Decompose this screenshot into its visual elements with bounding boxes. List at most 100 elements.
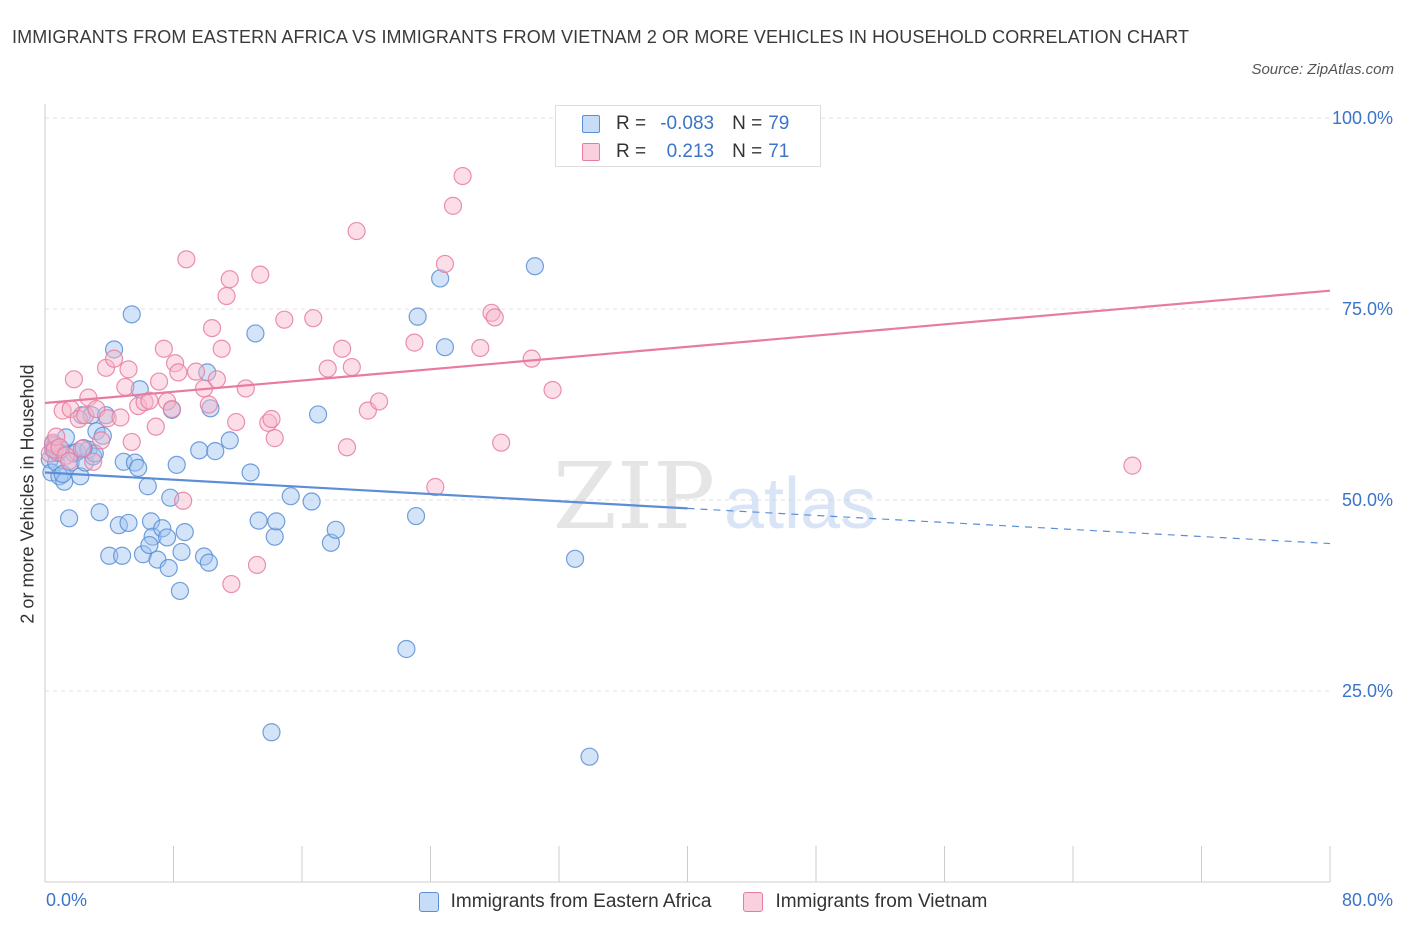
series-vietnam: [40, 166, 1142, 594]
data-point: [406, 506, 426, 526]
data-point: [92, 431, 111, 450]
data-point: [435, 338, 455, 357]
data-point: [175, 522, 194, 542]
data-point: [262, 723, 281, 742]
data-point: [453, 166, 472, 186]
axes: [44, 104, 1331, 883]
data-point: [149, 372, 169, 391]
data-point: [247, 555, 267, 575]
data-point: [104, 349, 124, 368]
data-point: [170, 581, 190, 601]
data-point: [111, 408, 130, 427]
data-point: [119, 513, 138, 533]
data-point: [174, 491, 193, 510]
n-value: 71: [768, 141, 790, 162]
trend-line-vietnam: [44, 289, 1331, 405]
watermark-zip: ZIP: [553, 443, 715, 550]
data-point: [138, 477, 157, 496]
n-label: N =: [732, 113, 763, 134]
legend-item-vietnam[interactable]: Immigrants from Vietnam: [743, 891, 987, 913]
data-point: [90, 503, 109, 522]
legend-item-eastern-africa[interactable]: Immigrants from Eastern Africa: [418, 891, 711, 913]
grid-lines: [45, 117, 1330, 692]
data-point: [397, 639, 416, 659]
data-point: [71, 467, 90, 486]
data-point: [302, 492, 321, 511]
data-point: [116, 377, 135, 397]
data-point: [140, 391, 159, 410]
x-tick-label-min: 0.0%: [46, 890, 88, 910]
data-point: [125, 453, 145, 472]
n-value: 79: [768, 113, 790, 134]
data-point: [112, 546, 132, 565]
data-point: [408, 307, 427, 326]
data-points: [40, 166, 1142, 766]
data-point: [265, 527, 284, 546]
data-point: [64, 370, 84, 389]
stats-legend: R = -0.083 N = 79 R = 0.213 N = 71: [555, 105, 821, 167]
data-point: [525, 257, 545, 276]
data-point: [202, 319, 222, 338]
data-point: [227, 412, 246, 432]
data-point: [443, 196, 463, 215]
data-point: [347, 221, 366, 241]
data-point: [275, 310, 294, 329]
data-point: [212, 339, 231, 358]
data-point: [304, 309, 323, 328]
data-point: [104, 340, 124, 359]
data-point: [45, 440, 64, 459]
data-point: [217, 286, 236, 306]
y-tick-labels: 100.0% 75.0% 50.0% 25.0%: [1332, 108, 1393, 701]
data-point: [405, 333, 424, 352]
y-tick-label: 50.0%: [1342, 490, 1393, 510]
data-point: [76, 406, 95, 425]
data-point: [308, 405, 328, 424]
data-point: [262, 409, 281, 429]
data-point: [119, 360, 138, 379]
legend-label-vietnam: Immigrants from Vietnam: [775, 891, 988, 912]
data-point: [267, 512, 286, 531]
data-point: [435, 254, 455, 274]
data-point: [249, 511, 268, 530]
data-point: [84, 452, 103, 471]
data-point: [190, 441, 209, 460]
data-point: [122, 432, 141, 452]
data-point: [246, 324, 265, 343]
data-point: [59, 451, 79, 471]
data-point: [157, 528, 177, 547]
data-point: [485, 308, 504, 327]
data-point: [141, 512, 161, 531]
data-point: [471, 338, 490, 358]
y-tick-label: 25.0%: [1342, 681, 1393, 701]
data-point: [169, 363, 188, 382]
r-label: R =: [616, 141, 647, 162]
trend-line-extension: [687, 507, 1331, 545]
data-point: [177, 250, 196, 269]
chart-title: IMMIGRANTS FROM EASTERN AFRICA VS IMMIGR…: [12, 27, 1190, 47]
data-point: [281, 487, 300, 506]
y-tick-label: 100.0%: [1332, 108, 1393, 128]
data-point: [96, 406, 116, 425]
eastern-africa-swatch: [582, 115, 600, 133]
trend-lines: [44, 289, 1331, 545]
data-point: [565, 549, 585, 568]
n-label: N =: [732, 141, 763, 162]
data-point: [337, 438, 357, 457]
data-point: [492, 433, 511, 452]
data-point: [431, 269, 450, 288]
data-point: [72, 439, 92, 458]
data-point: [265, 429, 284, 448]
series-legend: Immigrants from Eastern Africa Immigrant…: [0, 888, 1406, 916]
data-point: [199, 395, 218, 414]
legend-swatch-vietnam: [743, 892, 764, 912]
data-point: [222, 574, 241, 594]
data-point: [56, 446, 75, 465]
data-point: [153, 519, 172, 538]
stats-row-eastern-africa: R = -0.083 N = 79: [582, 111, 789, 137]
data-point: [129, 458, 148, 478]
stats-row-vietnam: R = 0.213 N = 71: [582, 139, 789, 165]
data-point: [220, 270, 239, 289]
trend-line-eastern-africa: [44, 471, 688, 510]
data-point: [199, 553, 218, 572]
